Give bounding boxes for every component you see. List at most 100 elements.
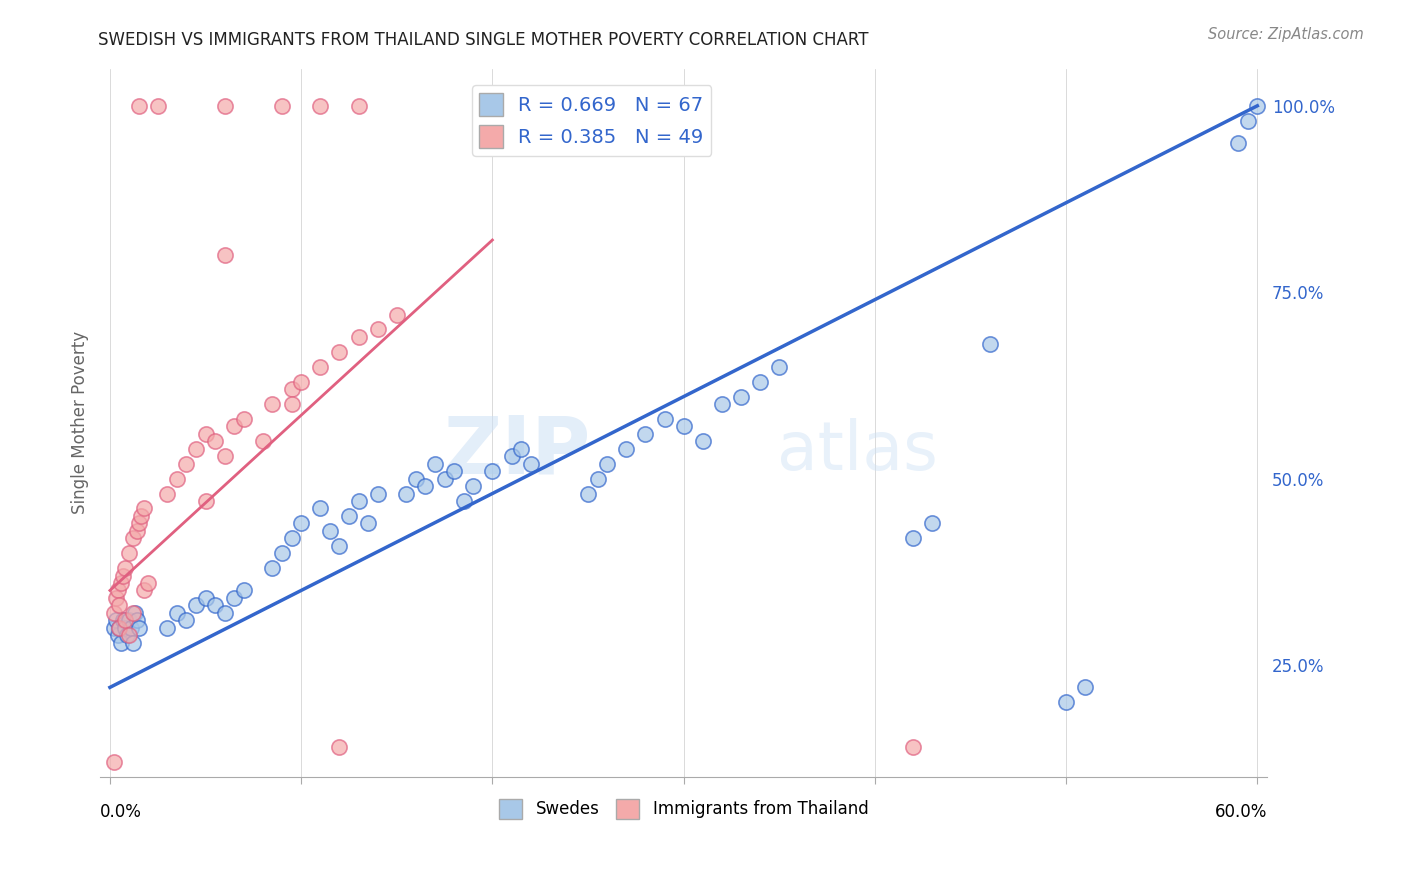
- Point: [120, 621, 142, 635]
- Point: [280, 397, 302, 411]
- Point: [730, 390, 752, 404]
- Text: Source: ZipAtlas.com: Source: ZipAtlas.com: [1208, 27, 1364, 42]
- Point: [385, 308, 408, 322]
- Point: [112, 613, 135, 627]
- Point: [134, 583, 156, 598]
- Point: [103, 621, 125, 635]
- Point: [224, 591, 246, 605]
- Point: [252, 434, 274, 449]
- Point: [280, 531, 302, 545]
- Point: [510, 442, 533, 456]
- Point: [280, 382, 302, 396]
- Point: [262, 561, 284, 575]
- Point: [1054, 695, 1077, 709]
- Point: [128, 621, 150, 635]
- Point: [107, 583, 129, 598]
- Point: [176, 613, 198, 627]
- Point: [204, 434, 226, 449]
- Point: [114, 561, 136, 575]
- Point: [156, 621, 179, 635]
- Point: [166, 606, 188, 620]
- Point: [309, 359, 332, 374]
- Point: [328, 539, 350, 553]
- Point: [204, 599, 226, 613]
- Point: [194, 494, 217, 508]
- Text: ZIP: ZIP: [443, 412, 591, 490]
- Point: [214, 99, 236, 113]
- Point: [463, 479, 485, 493]
- Point: [901, 531, 924, 545]
- Point: [614, 442, 637, 456]
- Point: [110, 635, 132, 649]
- Point: [501, 449, 523, 463]
- Point: [347, 330, 370, 344]
- Point: [232, 412, 254, 426]
- Point: [271, 546, 294, 560]
- Point: [309, 99, 332, 113]
- Point: [596, 457, 619, 471]
- Point: [115, 628, 138, 642]
- Point: [129, 508, 152, 523]
- Text: 0.0%: 0.0%: [100, 803, 142, 821]
- Point: [901, 739, 924, 754]
- Point: [433, 472, 456, 486]
- Point: [692, 434, 714, 449]
- Point: [319, 524, 342, 538]
- Point: [367, 486, 389, 500]
- Point: [271, 99, 294, 113]
- Point: [156, 486, 179, 500]
- Point: [749, 375, 772, 389]
- Point: [309, 501, 332, 516]
- Point: [921, 516, 943, 531]
- Point: [710, 397, 733, 411]
- Point: [128, 516, 150, 531]
- Point: [576, 486, 599, 500]
- Point: [337, 508, 360, 523]
- Y-axis label: Single Mother Poverty: Single Mother Poverty: [72, 331, 89, 515]
- Point: [136, 576, 159, 591]
- Point: [108, 621, 131, 635]
- Point: [114, 621, 136, 635]
- Point: [176, 457, 198, 471]
- Point: [103, 606, 125, 620]
- Point: [118, 628, 141, 642]
- Point: [357, 516, 380, 531]
- Legend: Swedes, Immigrants from Thailand: Swedes, Immigrants from Thailand: [492, 793, 875, 825]
- Point: [519, 457, 541, 471]
- Point: [128, 99, 150, 113]
- Point: [347, 99, 370, 113]
- Point: [108, 599, 131, 613]
- Point: [194, 591, 217, 605]
- Point: [108, 621, 131, 635]
- Point: [395, 486, 418, 500]
- Point: [214, 449, 236, 463]
- Point: [134, 501, 156, 516]
- Point: [146, 99, 169, 113]
- Point: [290, 516, 312, 531]
- Point: [232, 583, 254, 598]
- Point: [124, 606, 146, 620]
- Point: [104, 613, 127, 627]
- Point: [634, 426, 657, 441]
- Point: [423, 457, 446, 471]
- Point: [125, 613, 148, 627]
- Point: [184, 599, 207, 613]
- Point: [405, 472, 427, 486]
- Point: [121, 606, 143, 620]
- Point: [443, 464, 465, 478]
- Point: [768, 359, 790, 374]
- Point: [184, 442, 207, 456]
- Point: [118, 546, 141, 560]
- Point: [1227, 136, 1250, 150]
- Point: [166, 472, 188, 486]
- Point: [262, 397, 284, 411]
- Point: [367, 322, 389, 336]
- Point: [415, 479, 437, 493]
- Point: [1074, 681, 1097, 695]
- Text: atlas: atlas: [778, 418, 938, 484]
- Point: [107, 628, 129, 642]
- Point: [1236, 113, 1258, 128]
- Point: [110, 576, 132, 591]
- Point: [328, 739, 350, 754]
- Point: [114, 613, 136, 627]
